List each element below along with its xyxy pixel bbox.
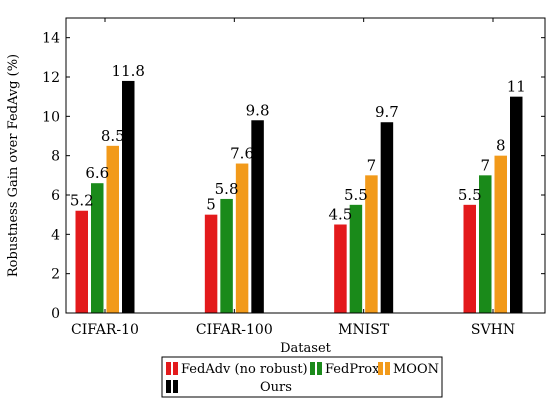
bar — [494, 155, 507, 313]
legend-swatch — [173, 380, 178, 393]
bars-layer — [75, 80, 523, 314]
bar — [235, 163, 249, 313]
bar — [479, 175, 492, 313]
y-tick-label: 14 — [42, 31, 60, 47]
bar-value-label: 4.5 — [328, 206, 352, 224]
bar-value-label: 7 — [480, 156, 490, 174]
bar — [204, 214, 218, 313]
bar-value-label: 11 — [507, 78, 526, 96]
x-tick-label: MNIST — [338, 322, 390, 338]
legend-label: MOON — [393, 362, 439, 377]
bar-value-label: 8 — [496, 137, 506, 155]
bar-value-label: 9.7 — [375, 103, 399, 121]
bar — [365, 175, 378, 313]
legend-label: FedAdv (no robust) — [181, 362, 308, 377]
y-tick-label: 6 — [51, 188, 60, 204]
legend-box — [161, 356, 443, 398]
legend-swatch — [310, 362, 315, 375]
legend-swatch — [166, 362, 171, 375]
x-axis-label: Dataset — [280, 341, 332, 356]
bar — [75, 210, 88, 313]
y-axis: 0 2 4 6 8 10 12 14 — [42, 31, 545, 322]
bar — [463, 204, 476, 313]
bar-value-label: 5.8 — [215, 180, 239, 198]
bar-value-label: 8.5 — [101, 127, 125, 145]
legend-swatch — [317, 362, 322, 375]
legend-swatch — [166, 380, 171, 393]
y-tick-label: 12 — [42, 70, 60, 86]
legend-label: FedProx — [325, 362, 380, 377]
x-axis: CIFAR-10 CIFAR-100 MNIST SVHN — [71, 18, 515, 338]
bar — [220, 198, 233, 313]
x-tick-label: CIFAR-10 — [71, 322, 139, 338]
bar — [251, 120, 264, 314]
bar-value-label: 9.8 — [246, 101, 270, 119]
bar — [122, 80, 135, 313]
legend-swatch — [173, 362, 178, 375]
bar — [349, 204, 363, 313]
bar — [106, 145, 119, 313]
legend: FedAdv (no robust) FedProx MOON Ours — [161, 356, 443, 398]
bar — [91, 183, 104, 313]
bar-value-label: 5.5 — [458, 186, 482, 204]
y-tick-label: 10 — [42, 109, 60, 125]
plot-frame — [65, 17, 546, 314]
bar-value-label: 5.5 — [344, 186, 368, 204]
y-tick-label: 2 — [51, 267, 60, 283]
legend-label: Ours — [260, 380, 292, 395]
x-tick-label: SVHN — [471, 322, 515, 338]
y-tick-label: 4 — [51, 227, 60, 243]
legend-swatch — [378, 362, 383, 375]
x-tick-label: CIFAR-100 — [196, 322, 273, 338]
y-tick-label: 8 — [51, 149, 60, 165]
legend-swatch — [385, 362, 390, 375]
bar — [380, 122, 394, 313]
bar-value-label: 7.6 — [230, 145, 254, 163]
bar — [334, 224, 347, 313]
bar-value-label: 6.6 — [85, 164, 109, 182]
y-tick-label: 0 — [51, 306, 60, 322]
bar-value-label: 7 — [367, 156, 377, 174]
bar-value-label: 5.2 — [70, 192, 94, 210]
bar-value-label: 11.8 — [112, 62, 145, 80]
bar-value-label: 5 — [206, 196, 216, 214]
y-axis-label: Robustness Gain over FedAvg (%) — [6, 54, 21, 277]
bar — [510, 96, 523, 314]
